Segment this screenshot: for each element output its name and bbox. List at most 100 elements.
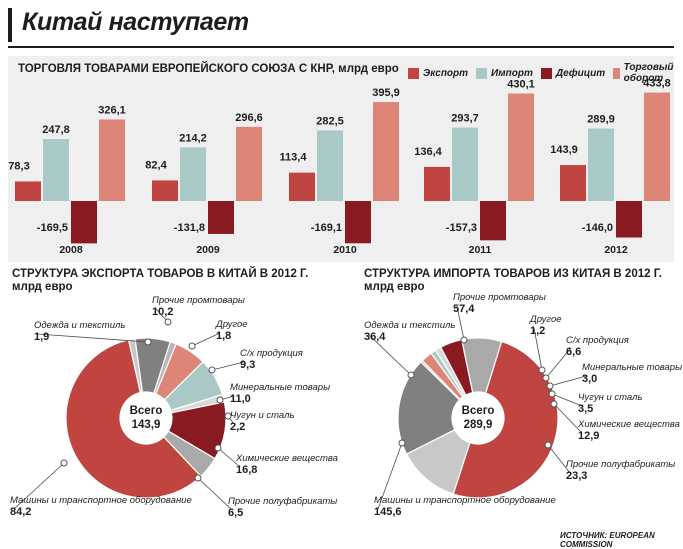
leader-line [549, 375, 587, 387]
slice-label: Другое [215, 319, 248, 330]
bar-chart-panel: 78,3 247,8 -169,5 326,1 2008 82,4 214,2 -131,8 2… [8, 56, 674, 262]
bar-value-label: 296,6 [235, 112, 263, 124]
slice-label: Другое [529, 314, 562, 325]
leader-dot [542, 374, 550, 382]
bar-import-2012 [588, 128, 614, 201]
leader-line [37, 333, 149, 343]
bar-chart: 78,3 247,8 -169,5 326,1 2008 82,4 214,2 -131,8 2… [8, 78, 670, 256]
leader-dot [550, 400, 558, 408]
bar-value-label: -157,3 [446, 222, 477, 234]
source-note: ИСТОЧНИК: EUROPEAN COMMISSION [560, 531, 655, 549]
leader-dot [544, 441, 552, 449]
bar-value-label: 326,1 [98, 104, 126, 116]
bar-import-2010 [317, 130, 343, 201]
slice-label: Прочие полуфабрикаты [566, 459, 675, 470]
bar-deficit-2011 [480, 201, 506, 241]
bar-value-label: 214,2 [179, 132, 207, 144]
bar-turnover-2008 [99, 119, 125, 201]
slice-value-label: 1,8 [216, 330, 231, 342]
leader-dot [188, 342, 196, 350]
leader-dot [460, 336, 468, 344]
bar-export-2011 [424, 166, 450, 201]
leader-dot [144, 338, 152, 346]
slice-label: Минеральные товары [582, 362, 682, 373]
slice-label: Одежда и текстиль [34, 320, 125, 331]
bar-value-label: -146,0 [582, 222, 613, 234]
page-title: Китай наступает [22, 8, 249, 36]
bar-value-label: 78,3 [8, 160, 29, 172]
slice-label: Машины и транспортное оборудование [374, 495, 556, 506]
bar-export-2012 [560, 165, 586, 201]
slice-label: Одежда и текстиль [364, 320, 455, 331]
title-bar: Китай наступает [8, 6, 674, 48]
legend-item-deficit: Дефицит [540, 62, 605, 84]
bar-import-2008 [43, 139, 69, 201]
slice-value-label: 57,4 [453, 303, 475, 315]
bar-deficit-2012 [616, 201, 642, 238]
slice-label: Прочие промтовары [453, 292, 546, 303]
import-structure-title: СТРУКТУРА ИМПОРТА ТОВАРОВ ИЗ КИТАЯ В 201… [364, 268, 662, 294]
bar-value-label: 136,4 [414, 146, 442, 158]
bar-turnover-2010 [373, 102, 399, 201]
leader-line [533, 327, 543, 371]
leader-line [191, 332, 221, 347]
pie-total-label: 143,9 [132, 419, 161, 431]
slice-value-label: 145,6 [374, 506, 402, 518]
leader-dot [208, 366, 216, 374]
slice-label: С/х продукция [566, 335, 629, 346]
slice-value-label: 6,5 [228, 507, 243, 519]
bar-value-label: -169,1 [311, 222, 342, 234]
bar-import-2011 [452, 127, 478, 201]
legend-label-import: Импорт [491, 67, 533, 79]
bar-value-label: 82,4 [145, 159, 167, 171]
pie-center-label: Всего [462, 405, 495, 417]
leader-dot [398, 439, 406, 447]
year-tick-label: 2010 [333, 244, 357, 256]
bar-export-2009 [152, 180, 178, 201]
bar-value-label: 293,7 [451, 113, 479, 125]
bar-value-label: 289,9 [587, 114, 615, 126]
legend-swatch-import [476, 67, 488, 79]
legend-swatch-turnover [613, 67, 620, 79]
slice-label: Прочие промтовары [152, 295, 245, 306]
slice-label: Машины и транспортное оборудование [10, 495, 192, 506]
slice-value-label: 6,6 [566, 346, 581, 358]
year-tick-label: 2008 [59, 244, 83, 256]
slice-label: Чугун и сталь [578, 392, 642, 403]
slice-value-label: 16,8 [236, 464, 257, 476]
bar-value-label: -169,5 [37, 222, 68, 234]
pie-center [452, 392, 504, 444]
pie-center-label: Всего [130, 405, 163, 417]
leader-line [367, 333, 412, 376]
year-tick-label: 2009 [196, 244, 220, 256]
bar-value-label: -131,8 [174, 222, 205, 234]
slice-value-label: 9,3 [240, 359, 255, 371]
leader-dot [214, 444, 222, 452]
slice-value-label: 3,0 [582, 373, 597, 385]
export-title-line: СТРУКТУРА ЭКСПОРТА ТОВАРОВ В КИТАЙ В 201… [12, 268, 309, 280]
leader-dot [164, 318, 172, 326]
year-tick-label: 2012 [604, 244, 628, 256]
bar-value-label: 430,1 [507, 78, 535, 90]
bar-value-label: 282,5 [316, 115, 344, 127]
leader-dot [216, 396, 224, 404]
title-stripe [8, 8, 12, 42]
bar-value-label: 113,4 [280, 152, 308, 164]
year-tick-label: 2011 [469, 244, 492, 256]
leader-dot [407, 371, 415, 379]
leader-dot [538, 366, 546, 374]
slice-label: Минеральные товары [230, 382, 330, 393]
bar-chart-title: ТОРГОВЛЯ ТОВАРАМИ ЕВРОПЕЙСКОГО СОЮЗА С К… [18, 63, 399, 75]
leader-line [547, 444, 571, 474]
leader-dot [548, 390, 556, 398]
bar-value-label: 395,9 [372, 87, 400, 99]
leader-line [377, 442, 403, 510]
slice-value-label: 84,2 [10, 506, 31, 518]
legend-label-export: Экспорт [423, 67, 469, 79]
pie-center [120, 392, 172, 444]
slice-label: Чугун и сталь [230, 410, 294, 421]
leader-dot [224, 412, 232, 420]
legend-item-import: Импорт [476, 62, 533, 84]
leader-line [13, 462, 65, 510]
import-title-line: СТРУКТУРА ИМПОРТА ТОВАРОВ ИЗ КИТАЯ В 201… [364, 268, 662, 280]
